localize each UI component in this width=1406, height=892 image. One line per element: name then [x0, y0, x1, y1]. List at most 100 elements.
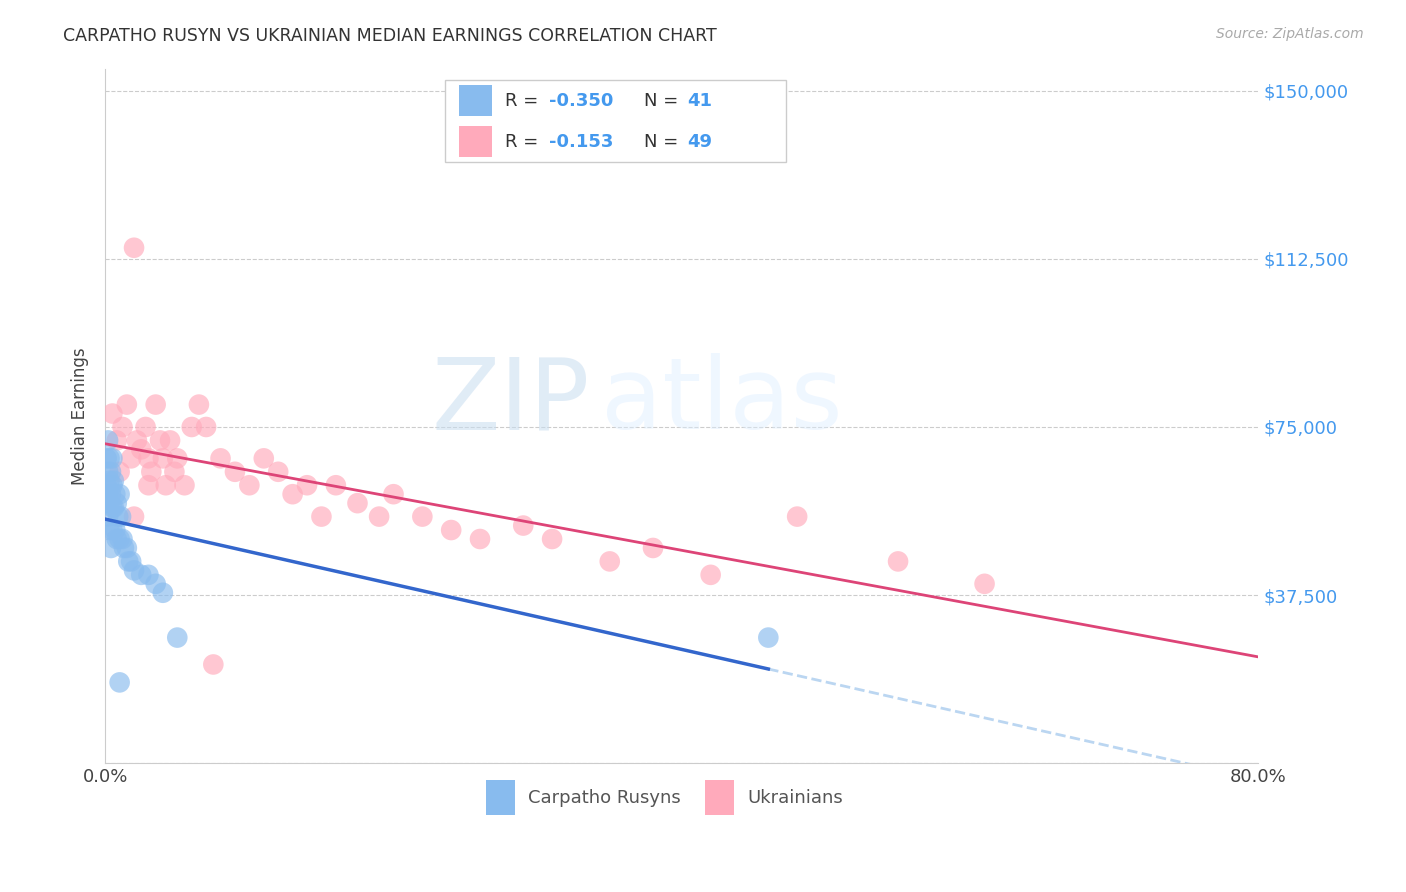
- Point: [129, 567, 152, 582]
- Point: [224, 465, 246, 479]
- Point: [101, 523, 124, 537]
- Point: [166, 631, 188, 645]
- Point: [187, 398, 209, 412]
- Point: [149, 434, 172, 448]
- Point: [117, 554, 139, 568]
- Point: [786, 509, 808, 524]
- Point: [98, 496, 121, 510]
- Text: N =: N =: [644, 133, 683, 151]
- Point: [97, 509, 120, 524]
- Point: [512, 518, 534, 533]
- Point: [101, 478, 124, 492]
- Point: [411, 509, 433, 524]
- Point: [96, 496, 118, 510]
- Point: [105, 496, 128, 510]
- Point: [108, 532, 131, 546]
- Text: atlas: atlas: [602, 353, 842, 450]
- Text: -0.153: -0.153: [550, 133, 613, 151]
- Bar: [704, 780, 734, 815]
- Point: [98, 474, 121, 488]
- Point: [440, 523, 463, 537]
- Point: [100, 487, 122, 501]
- Point: [122, 241, 145, 255]
- Point: [101, 451, 124, 466]
- Point: [115, 398, 138, 412]
- Point: [163, 465, 186, 479]
- Point: [104, 523, 127, 537]
- Point: [97, 434, 120, 448]
- Point: [98, 451, 121, 466]
- Point: [141, 465, 163, 479]
- Point: [115, 541, 138, 555]
- Point: [97, 465, 120, 479]
- Point: [238, 478, 260, 492]
- Point: [641, 541, 664, 555]
- Point: [105, 532, 128, 546]
- Point: [155, 478, 177, 492]
- Text: 49: 49: [688, 133, 713, 151]
- Point: [107, 509, 129, 524]
- Text: 41: 41: [688, 92, 713, 110]
- Point: [382, 487, 405, 501]
- Point: [887, 554, 910, 568]
- Point: [100, 541, 122, 555]
- Point: [135, 420, 157, 434]
- Bar: [486, 780, 515, 815]
- Point: [699, 567, 721, 582]
- Point: [104, 487, 127, 501]
- Point: [209, 451, 232, 466]
- Point: [325, 478, 347, 492]
- Point: [267, 465, 290, 479]
- Text: ZIP: ZIP: [432, 353, 589, 450]
- Point: [152, 451, 174, 466]
- Point: [108, 487, 131, 501]
- Point: [96, 451, 118, 466]
- Point: [105, 434, 128, 448]
- Point: [159, 434, 181, 448]
- Text: R =: R =: [505, 133, 544, 151]
- Text: CARPATHO RUSYN VS UKRAINIAN MEDIAN EARNINGS CORRELATION CHART: CARPATHO RUSYN VS UKRAINIAN MEDIAN EARNI…: [63, 27, 717, 45]
- Point: [180, 420, 202, 434]
- Text: -0.350: -0.350: [550, 92, 613, 110]
- Point: [138, 567, 160, 582]
- Text: Carpatho Rusyns: Carpatho Rusyns: [529, 789, 681, 806]
- Point: [129, 442, 152, 457]
- Point: [311, 509, 333, 524]
- Text: Ukrainians: Ukrainians: [748, 789, 844, 806]
- FancyBboxPatch shape: [446, 80, 786, 162]
- Point: [166, 451, 188, 466]
- Point: [110, 509, 132, 524]
- Point: [98, 523, 121, 537]
- Point: [96, 478, 118, 492]
- Point: [122, 509, 145, 524]
- Point: [120, 554, 142, 568]
- Point: [97, 487, 120, 501]
- Point: [756, 631, 779, 645]
- Bar: [460, 86, 492, 117]
- Point: [281, 487, 304, 501]
- Point: [108, 465, 131, 479]
- Point: [138, 451, 160, 466]
- Bar: [460, 126, 492, 157]
- Text: Source: ZipAtlas.com: Source: ZipAtlas.com: [1216, 27, 1364, 41]
- Y-axis label: Median Earnings: Median Earnings: [72, 347, 89, 484]
- Point: [145, 577, 167, 591]
- Point: [120, 451, 142, 466]
- Point: [125, 434, 148, 448]
- Point: [173, 478, 195, 492]
- Point: [122, 563, 145, 577]
- Point: [101, 407, 124, 421]
- Point: [138, 478, 160, 492]
- Point: [541, 532, 564, 546]
- Point: [195, 420, 218, 434]
- Point: [368, 509, 391, 524]
- Point: [111, 420, 134, 434]
- Point: [973, 577, 995, 591]
- Point: [295, 478, 318, 492]
- Point: [468, 532, 491, 546]
- Point: [253, 451, 276, 466]
- Point: [100, 465, 122, 479]
- Point: [112, 541, 135, 555]
- Point: [599, 554, 621, 568]
- Point: [103, 500, 125, 515]
